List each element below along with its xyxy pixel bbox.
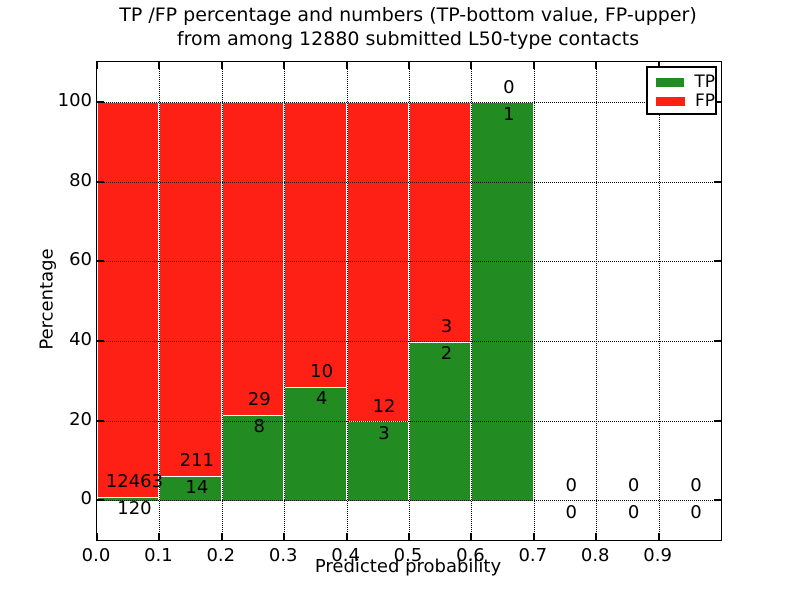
gridline-vertical — [471, 62, 473, 540]
chart-title: TP /FP percentage and numbers (TP-bottom… — [119, 4, 697, 51]
bar-fp-segment — [409, 101, 472, 343]
tp-count-label: 120 — [117, 498, 152, 520]
fp-count-label: 12463 — [105, 471, 164, 493]
x-tick-label: 0.3 — [268, 545, 298, 566]
legend-label-tp: TP — [694, 72, 715, 92]
fp-count-label: 29 — [247, 389, 271, 411]
bar-tp-segment — [471, 101, 534, 503]
plot-area: TP FP 12463 120 211 14 29 8 10 4 12 3 3 2 0 1 0 0 0 0 0 0 — [96, 61, 722, 541]
gridline-vertical — [658, 62, 660, 540]
tp-count-label: 0 — [690, 502, 702, 524]
tp-count-label: 14 — [185, 477, 209, 499]
x-tick-mark — [158, 533, 161, 540]
y-tick-mark — [97, 339, 104, 342]
y-tick-mark-right — [714, 100, 721, 103]
x-tick-mark — [595, 533, 598, 540]
bar-fp-segment — [346, 101, 409, 423]
bar-fp-segment — [97, 101, 160, 499]
tp-count-label: 4 — [315, 388, 328, 410]
x-tick-mark-top — [532, 62, 535, 69]
x-tick-mark — [220, 533, 223, 540]
y-tick-label: 100 — [57, 89, 92, 111]
x-tick-mark-top — [408, 62, 410, 69]
fp-count-label: 3 — [440, 315, 453, 337]
chart-title-line1: TP /FP percentage and numbers (TP-bottom… — [119, 4, 697, 26]
fp-count-label: 10 — [310, 361, 334, 383]
fp-count-label: 0 — [503, 76, 515, 98]
x-tick-mark-top — [96, 62, 98, 69]
x-tick-mark-top — [657, 62, 660, 69]
legend-label-fp: FP — [694, 91, 715, 111]
legend-item-tp: TP — [648, 73, 715, 92]
fp-count-label: 0 — [690, 475, 702, 497]
gridline-vertical — [596, 62, 598, 540]
x-tick-label: 0.4 — [331, 545, 360, 566]
x-tick-label: 0.5 — [393, 545, 423, 566]
chart-title-line2: from among 12880 submitted L50-type cont… — [176, 27, 640, 50]
x-tick-label: 0.2 — [206, 545, 236, 566]
y-tick-mark-right — [714, 260, 721, 263]
tp-count-label: 2 — [440, 342, 453, 364]
gridline-vertical — [346, 62, 348, 540]
tp-count-label: 0 — [627, 502, 640, 524]
fp-count-label: 211 — [179, 450, 215, 472]
y-tick-mark-right — [714, 180, 721, 183]
y-tick-mark — [97, 100, 104, 103]
x-tick-label: 0.9 — [643, 545, 672, 566]
y-tick-label: 60 — [69, 249, 92, 271]
y-tick-mark — [97, 499, 104, 502]
y-tick-label: 0 — [80, 488, 92, 510]
legend-item-fp: FP — [648, 92, 715, 111]
x-tick-mark — [470, 533, 473, 540]
bar-fp-segment — [221, 101, 285, 417]
y-tick-mark — [97, 419, 104, 422]
bar-tp-segment — [346, 420, 409, 503]
bar-fp-segment — [284, 101, 347, 389]
x-tick-mark-top — [345, 62, 348, 69]
legend-swatch-fp — [656, 97, 685, 106]
gridline-vertical — [284, 62, 286, 540]
y-tick-mark — [97, 260, 104, 263]
y-tick-label: 40 — [69, 328, 92, 350]
gridline-vertical — [221, 62, 223, 540]
x-tick-label: 0.0 — [81, 545, 111, 566]
x-tick-mark — [283, 533, 286, 540]
legend: TP FP — [646, 66, 717, 115]
x-tick-label: 0.1 — [144, 545, 173, 566]
y-tick-mark — [97, 180, 104, 183]
gridline-vertical — [533, 62, 535, 540]
fp-count-label: 12 — [372, 395, 396, 417]
x-tick-mark-top — [470, 62, 473, 69]
legend-swatch-tp — [656, 78, 685, 87]
tp-count-label: 1 — [503, 103, 515, 125]
x-tick-label: 0.6 — [456, 545, 485, 566]
tp-count-label: 3 — [378, 422, 390, 444]
x-tick-mark — [408, 533, 410, 540]
gridline-vertical — [159, 62, 161, 540]
x-tick-mark-top — [595, 62, 598, 69]
y-tick-mark-right — [714, 499, 721, 502]
x-tick-mark-top — [220, 62, 223, 69]
x-axis-label: Predicted probability — [314, 556, 502, 577]
x-tick-mark — [345, 533, 348, 540]
x-tick-mark — [657, 533, 660, 540]
x-tick-label: 0.8 — [580, 545, 610, 566]
y-tick-label: 80 — [69, 169, 92, 191]
tp-count-label: 0 — [565, 502, 577, 524]
y-tick-mark-right — [714, 339, 721, 342]
x-tick-mark-top — [283, 62, 286, 69]
x-tick-mark-top — [158, 62, 161, 69]
x-tick-label: 0.7 — [518, 545, 548, 566]
tp-count-label: 8 — [253, 416, 265, 438]
x-tick-mark — [96, 533, 98, 540]
gridline-vertical — [409, 62, 410, 540]
y-tick-mark-right — [714, 419, 721, 422]
y-tick-label: 20 — [69, 408, 92, 430]
fp-count-label: 0 — [627, 475, 640, 497]
fp-count-label: 0 — [565, 475, 577, 497]
x-tick-mark — [532, 533, 535, 540]
